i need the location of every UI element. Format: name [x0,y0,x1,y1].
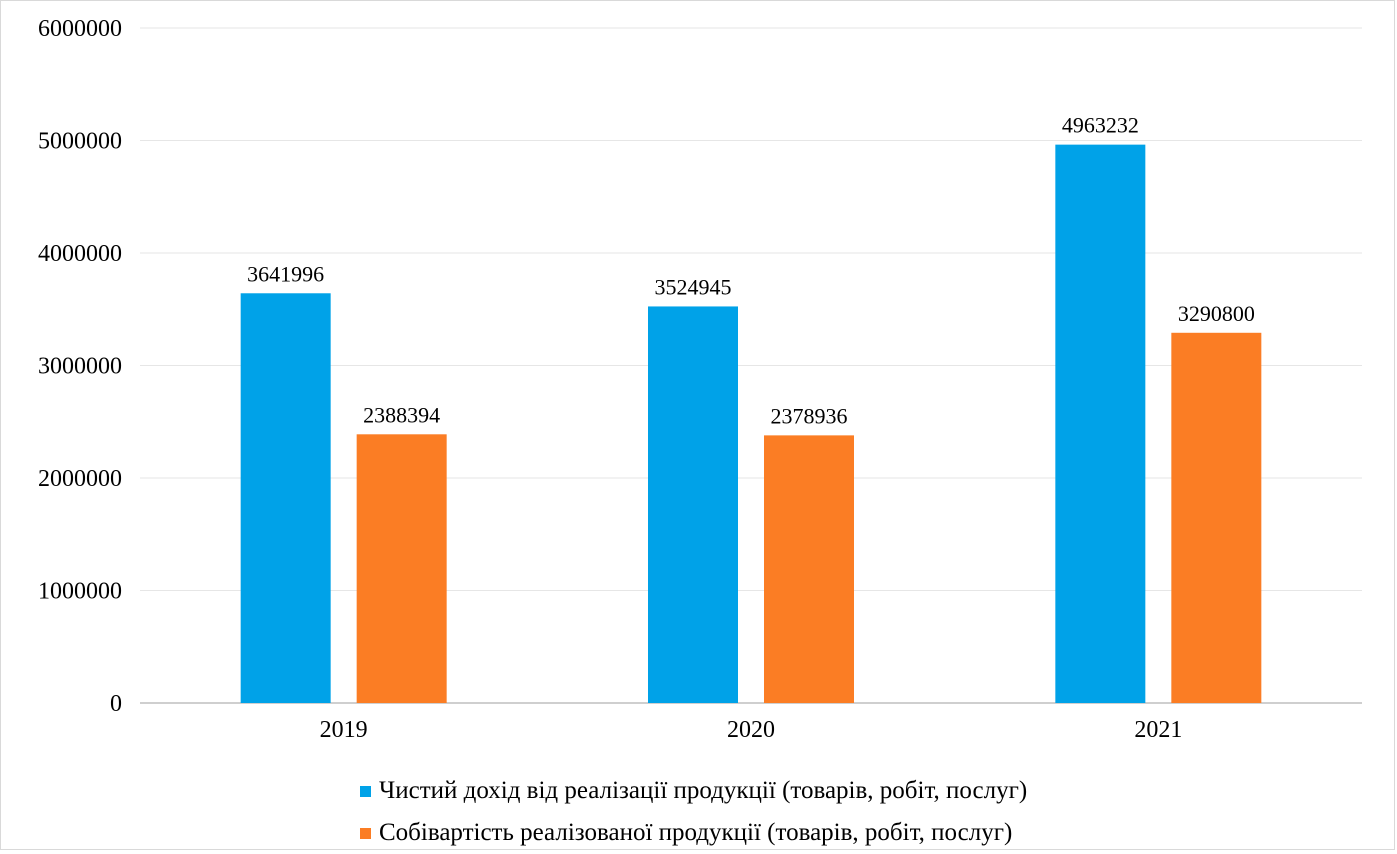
bar [240,293,331,703]
bar [1171,332,1262,703]
x-tick-label: 2019 [320,717,368,743]
y-tick-label: 6000000 [38,16,122,42]
y-axis-tick-labels: 0 1000000 2000000 3000000 4000000 5000000 6000… [38,16,122,717]
bar-chart: 0 1000000 2000000 3000000 4000000 5000000 6000… [38,16,1362,743]
y-tick-label: 5000000 [38,129,122,155]
bars [240,144,1262,703]
data-label: 3290800 [1178,301,1255,326]
bar [1055,144,1146,703]
legend-swatch-cost [360,827,371,839]
legend-item-revenue: Чистий дохід від реалізації продукції (т… [360,770,1027,812]
data-label: 3641996 [247,261,324,286]
data-label: 4963232 [1062,113,1139,138]
gridlines [140,27,1362,704]
y-tick-label: 0 [110,691,122,717]
data-label: 3524945 [655,274,732,299]
x-tick-label: 2021 [1134,717,1182,743]
bar [764,435,854,703]
x-tick-label: 2020 [727,717,775,743]
bar [648,306,738,703]
y-tick-label: 3000000 [38,354,122,380]
data-labels: 3641996 2388394 3524945 2378936 4963232 32908… [247,113,1255,429]
legend-label-revenue: Чистий дохід від реалізації продукції (т… [379,777,1028,804]
y-tick-label: 1000000 [38,579,122,605]
legend-label-cost: Собівартість реалізованої продукції (тов… [379,819,1013,846]
legend: Чистий дохід від реалізації продукції (т… [360,770,1027,854]
legend-swatch-revenue [360,785,371,797]
y-tick-label: 2000000 [38,466,122,492]
legend-item-cost: Собівартість реалізованої продукції (тов… [360,812,1027,854]
bar [356,434,447,703]
y-tick-label: 4000000 [38,241,122,267]
data-label: 2378936 [771,403,848,428]
data-label: 2388394 [363,402,440,427]
x-axis-tick-labels: 2019 2020 2021 [320,717,1183,743]
